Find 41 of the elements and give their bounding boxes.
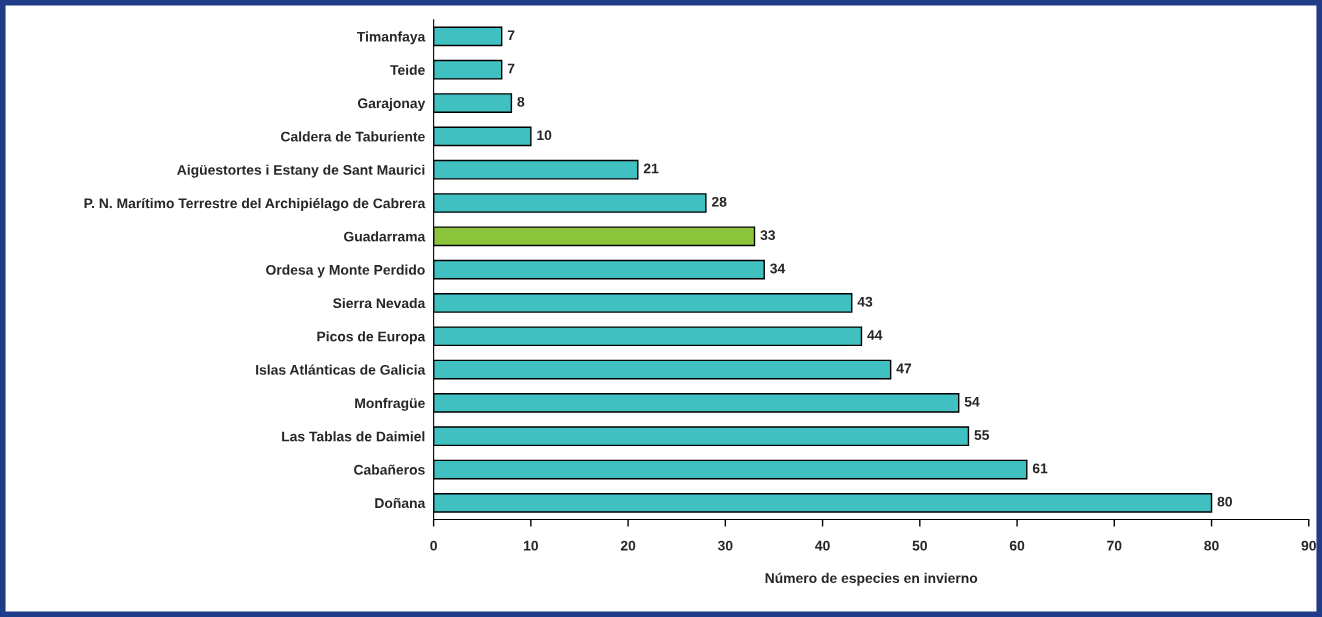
data-label: 33 bbox=[760, 230, 776, 241]
x-tick-label: 40 bbox=[815, 540, 830, 551]
data-label: 7 bbox=[507, 30, 515, 40]
y-tick-label: Monfragüe bbox=[355, 397, 425, 411]
y-tick-label: Guadarrama bbox=[344, 231, 426, 242]
x-tick-label: 0 bbox=[430, 540, 437, 551]
y-tick-label: Islas Atlánticas de Galicia bbox=[256, 364, 426, 375]
y-tick-label: Sierra Nevada bbox=[333, 297, 426, 309]
x-tick-label: 50 bbox=[912, 540, 927, 551]
y-tick-label: Teide bbox=[390, 64, 425, 75]
x-tick-label: 90 bbox=[1301, 540, 1316, 551]
x-tick-label: 70 bbox=[1107, 540, 1122, 551]
data-label: 34 bbox=[770, 263, 786, 274]
x-tick-label: 30 bbox=[717, 540, 733, 551]
data-label: 47 bbox=[896, 363, 912, 374]
data-label: 54 bbox=[964, 396, 980, 407]
data-label: 55 bbox=[974, 430, 990, 440]
x-tick-label: 60 bbox=[1009, 540, 1025, 551]
data-label: 61 bbox=[1032, 463, 1048, 474]
y-tick-label: Picos de Europa bbox=[317, 331, 426, 345]
x-axis-title: Número de especies en invierno bbox=[765, 572, 978, 586]
data-label: 7 bbox=[507, 63, 515, 74]
y-tick-label: Doñana bbox=[375, 497, 426, 509]
y-tick-label: Aigüestortes i Estany de Sant Maurici bbox=[177, 164, 425, 178]
data-label: 28 bbox=[711, 196, 727, 207]
x-tick-label: 80 bbox=[1204, 540, 1219, 551]
y-tick-label: Ordesa y Monte Perdido bbox=[266, 264, 425, 278]
y-tick-label: Las Tablas de Daimiel bbox=[282, 431, 425, 442]
y-tick-label: Timanfaya bbox=[356, 31, 426, 45]
x-tick-label: 20 bbox=[620, 540, 636, 551]
x-tick-label: 10 bbox=[524, 540, 539, 551]
data-label: 10 bbox=[537, 130, 552, 141]
y-tick-label: Caldera de Taburiente bbox=[281, 131, 425, 142]
data-label: 43 bbox=[857, 296, 873, 307]
y-tick-label: Garajonay bbox=[357, 98, 426, 111]
data-label: 80 bbox=[1217, 496, 1232, 507]
y-tick-label: P. N. Marítimo Terrestre del Archipiélago de Cabrera bbox=[84, 197, 426, 212]
data-label: 21 bbox=[643, 163, 659, 174]
data-label: 44 bbox=[867, 330, 883, 340]
y-tick-label: Cabañeros bbox=[354, 464, 425, 475]
data-label: 8 bbox=[517, 96, 525, 107]
